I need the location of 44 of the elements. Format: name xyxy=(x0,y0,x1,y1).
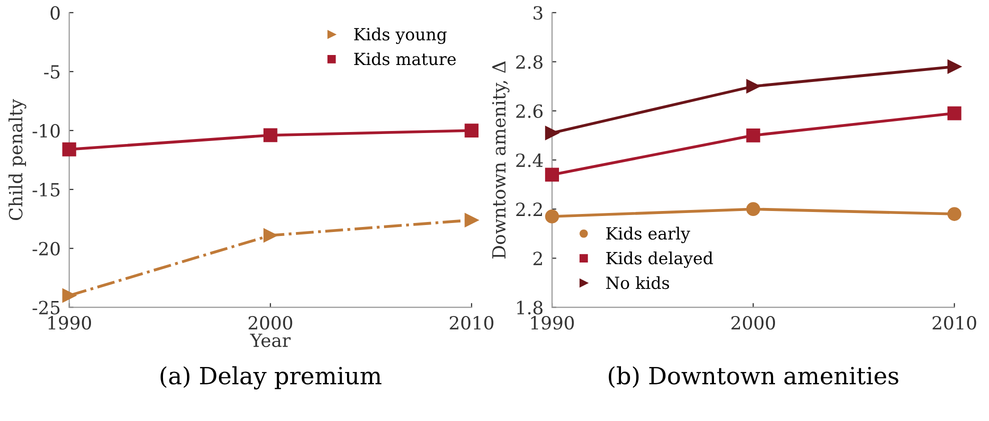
x-tick-label: 1990 xyxy=(48,316,92,330)
text: (a) Delay premium xyxy=(160,366,382,390)
legend-label: Kids young xyxy=(354,28,447,44)
x-tick-label: 1990 xyxy=(531,316,574,330)
x-tick-label: 2010 xyxy=(450,316,494,330)
legend-label: Kids delayed xyxy=(606,252,713,268)
legend-label: Kids early xyxy=(606,226,690,244)
point xyxy=(464,124,479,138)
point xyxy=(263,128,278,142)
y-tick-label: 2 xyxy=(533,252,542,266)
point xyxy=(746,128,760,142)
point xyxy=(947,60,962,74)
y-tick-label: -20 xyxy=(32,242,60,256)
point xyxy=(62,288,76,302)
point xyxy=(464,213,479,228)
y-tick-label: 2.4 xyxy=(516,153,543,168)
point xyxy=(545,168,559,182)
y-tick-label: -25 xyxy=(32,300,60,314)
point xyxy=(263,228,278,242)
y-tick-label: 3 xyxy=(534,6,542,20)
point xyxy=(62,142,76,156)
legend-label: No kids xyxy=(606,276,670,290)
y-tick-label: 2.6 xyxy=(516,104,543,118)
point xyxy=(947,106,962,120)
y-tick-label: 2.8 xyxy=(516,55,542,69)
text: (b) Downtown amenities xyxy=(608,366,898,388)
y-axis-title: Child penalty xyxy=(8,98,26,220)
point xyxy=(947,207,962,221)
y-tick-label: 2.2 xyxy=(516,202,542,216)
x-tick-label: 2000 xyxy=(731,316,775,330)
y-tick-label: -5 xyxy=(44,65,60,79)
legend-label: Kids mature xyxy=(354,52,456,66)
y-tick-label: 0 xyxy=(50,6,60,20)
y-tick-label: -15 xyxy=(32,182,60,197)
x-axis-title: Year xyxy=(250,334,291,348)
y-axis-title: Downtown amenity, Δ xyxy=(492,61,510,258)
x-tick-label: 2010 xyxy=(932,316,976,330)
y-tick-label: -10 xyxy=(32,124,60,138)
point xyxy=(545,210,559,224)
point xyxy=(545,126,559,140)
point xyxy=(746,79,760,94)
x-tick-label: 2000 xyxy=(248,316,292,330)
y-tick-label: 1.8 xyxy=(517,300,542,314)
point xyxy=(746,202,760,216)
